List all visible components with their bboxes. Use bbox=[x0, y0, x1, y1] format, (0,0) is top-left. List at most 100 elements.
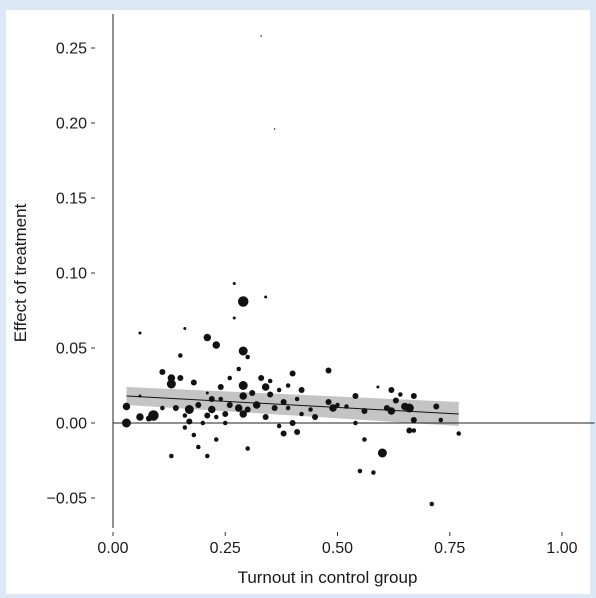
y-tick-label: 0.10 bbox=[56, 266, 87, 283]
data-point bbox=[398, 392, 403, 397]
data-point bbox=[377, 448, 387, 458]
data-point bbox=[285, 383, 291, 388]
axes bbox=[91, 14, 595, 536]
tick-labels: −0.05 0.00 0.05 0.10 0.15 0.20 0.25 0.00 0.25 0.5… bbox=[47, 41, 578, 558]
data-point bbox=[227, 375, 232, 381]
data-point bbox=[122, 402, 131, 411]
data-point bbox=[252, 401, 261, 409]
data-point bbox=[262, 414, 269, 420]
data-point bbox=[232, 282, 236, 285]
chart-panel bbox=[6, 10, 590, 594]
data-point bbox=[264, 295, 268, 299]
data-point bbox=[238, 381, 248, 390]
data-point bbox=[200, 420, 206, 426]
confidence-band bbox=[126, 387, 459, 426]
data-point bbox=[404, 403, 414, 413]
data-point bbox=[353, 420, 358, 426]
data-point bbox=[406, 427, 413, 434]
y-tick-label: 0.00 bbox=[56, 416, 87, 433]
data-point bbox=[203, 333, 212, 342]
data-point bbox=[183, 327, 187, 330]
data-point bbox=[258, 375, 265, 381]
y-axis-title: Effect of treatment bbox=[11, 203, 30, 342]
data-point bbox=[239, 392, 247, 400]
data-point bbox=[204, 412, 211, 419]
data-point bbox=[285, 405, 291, 411]
data-point bbox=[237, 296, 249, 307]
data-point bbox=[273, 128, 276, 130]
data-point bbox=[260, 35, 262, 37]
data-point bbox=[276, 423, 282, 429]
data-point bbox=[136, 413, 144, 421]
data-point bbox=[245, 354, 250, 360]
data-point bbox=[217, 384, 224, 390]
data-point bbox=[261, 383, 270, 391]
data-point bbox=[205, 391, 209, 395]
data-point bbox=[335, 402, 340, 408]
data-point bbox=[294, 396, 300, 402]
data-point bbox=[191, 432, 197, 438]
data-point bbox=[267, 391, 274, 398]
data-point bbox=[195, 402, 202, 408]
data-point bbox=[371, 470, 376, 475]
data-point bbox=[232, 316, 236, 320]
data-point bbox=[218, 396, 224, 402]
data-point bbox=[205, 453, 210, 459]
data-point bbox=[169, 453, 174, 459]
data-point bbox=[376, 385, 380, 389]
data-point bbox=[325, 367, 332, 374]
data-point bbox=[329, 404, 337, 412]
data-point bbox=[214, 414, 219, 420]
data-point bbox=[208, 405, 216, 414]
data-point bbox=[190, 379, 197, 386]
data-point bbox=[177, 375, 184, 381]
data-point bbox=[159, 369, 166, 375]
data-point bbox=[214, 437, 219, 442]
y-tick-label: 0.25 bbox=[56, 41, 87, 58]
confidence-band-layer bbox=[126, 387, 459, 426]
data-point bbox=[392, 397, 399, 404]
data-points bbox=[121, 35, 461, 507]
x-tick-label: 0.50 bbox=[322, 540, 353, 557]
data-point bbox=[222, 411, 229, 417]
data-point bbox=[212, 341, 221, 349]
data-point bbox=[289, 370, 296, 377]
data-point bbox=[352, 393, 359, 399]
data-point bbox=[344, 404, 349, 409]
data-point bbox=[178, 353, 183, 358]
data-point bbox=[276, 387, 282, 393]
data-point bbox=[325, 399, 332, 405]
data-point bbox=[429, 501, 435, 507]
data-point bbox=[196, 444, 201, 450]
data-point bbox=[271, 405, 278, 411]
data-point bbox=[362, 437, 367, 442]
data-point bbox=[388, 387, 395, 393]
y-tick-label: 0.15 bbox=[56, 191, 87, 208]
data-point bbox=[456, 431, 461, 436]
data-point bbox=[280, 399, 287, 405]
data-point bbox=[410, 417, 417, 423]
data-point bbox=[438, 417, 444, 423]
data-point bbox=[308, 407, 313, 412]
y-tick-label: 0.20 bbox=[56, 116, 87, 133]
data-point bbox=[166, 379, 176, 389]
data-point bbox=[280, 430, 287, 437]
data-point bbox=[145, 415, 152, 422]
data-point bbox=[238, 346, 248, 356]
data-point bbox=[289, 420, 296, 426]
data-point bbox=[298, 387, 305, 393]
data-point bbox=[294, 429, 301, 435]
data-point bbox=[138, 331, 142, 335]
data-point bbox=[138, 394, 142, 398]
data-point bbox=[121, 418, 131, 428]
data-point bbox=[245, 446, 250, 451]
data-point bbox=[299, 411, 304, 417]
data-point bbox=[357, 468, 363, 474]
data-point bbox=[182, 413, 188, 418]
data-point bbox=[239, 410, 247, 418]
data-point bbox=[172, 405, 179, 411]
data-point bbox=[236, 366, 241, 372]
data-point bbox=[208, 396, 215, 402]
